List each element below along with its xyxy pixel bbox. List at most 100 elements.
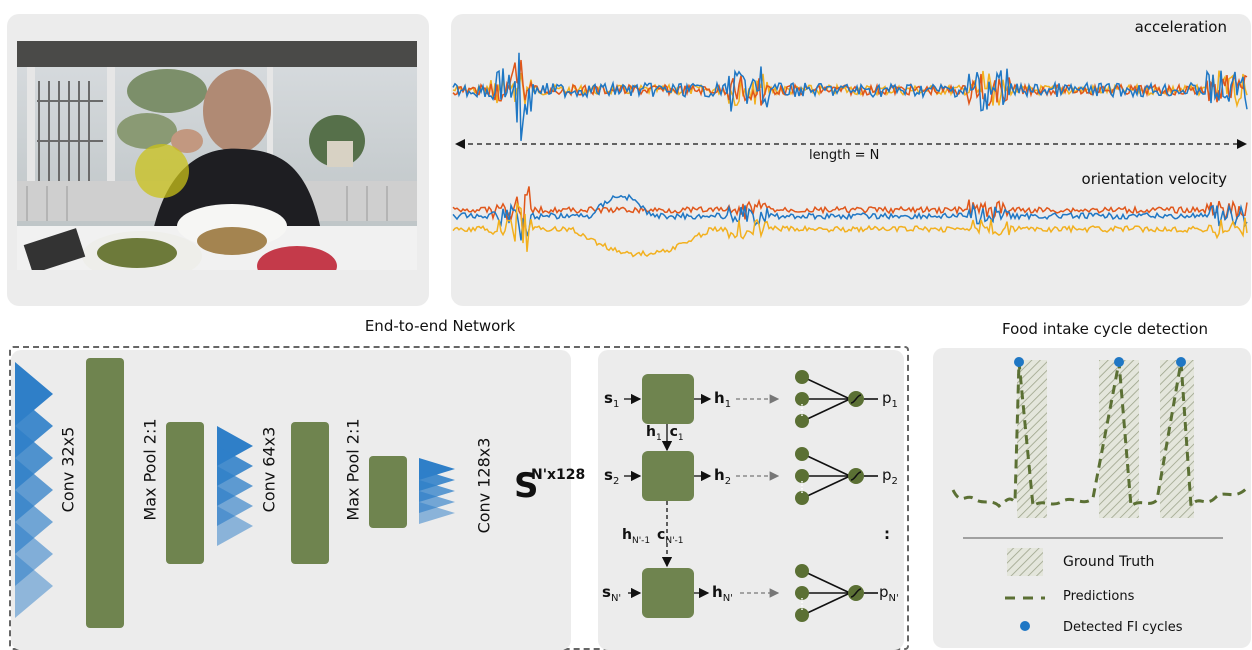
detection-plot [951, 357, 1249, 631]
legend-predictions-label: Predictions [1063, 589, 1135, 604]
carry-1-c-sub: 1 [677, 432, 684, 443]
classifier-node [795, 469, 809, 483]
conv2-kernel-4 [217, 506, 253, 546]
classifier-edge [802, 398, 851, 422]
classifier-node [795, 392, 809, 406]
carry-1-h: h [646, 424, 656, 440]
layer-label-conv1: Conv 32x5 [58, 426, 78, 513]
classifier-node [795, 414, 809, 428]
prob-p1-symbol: p [882, 389, 892, 407]
conv1-kernel-5 [15, 522, 53, 586]
legend-ground-truth-swatch [1007, 548, 1043, 576]
prob-pn-sub: N' [888, 593, 899, 604]
input-sn-label: sN' [602, 583, 621, 604]
hidden-h2-symbol: h [714, 466, 725, 484]
input-s2-symbol: s [604, 466, 613, 484]
detected-cycle-dot-1 [1114, 357, 1124, 367]
prob-p2-sub: 2 [891, 476, 898, 487]
hidden-h2-sub: 2 [724, 476, 732, 487]
detected-cycle-dot-0 [1014, 357, 1024, 367]
output-s-dims: N'x128 [531, 467, 586, 483]
orientation-trace-yellow [452, 201, 1248, 258]
acceleration-label: acceleration [1134, 18, 1227, 36]
conv1-kernel-6 [15, 554, 53, 618]
lstm-cell-n [642, 568, 694, 618]
classifier-node [795, 447, 809, 461]
prob-p1-sub: 1 [891, 399, 898, 410]
length-arrow-right-head [1237, 139, 1247, 149]
cnn-kernels [15, 362, 455, 618]
carry-2-h: h [622, 527, 632, 543]
hidden-hn-symbol: h [712, 583, 723, 601]
classifier-edge [802, 592, 851, 616]
legend-detected-swatch [1020, 621, 1030, 631]
classifier-node [795, 491, 809, 505]
orientation-velocity-label: orientation velocity [1081, 170, 1227, 188]
classifier-node [795, 370, 809, 384]
orientation-trace-orange [452, 186, 1248, 236]
input-s2-label: s2 [604, 466, 619, 487]
classifier-edge [802, 453, 851, 477]
classifier-node [795, 586, 809, 600]
hidden-h1-label: h1 [714, 389, 731, 410]
carry-2-h-sub: N'-1 [631, 535, 651, 546]
sigmoid-icon [850, 394, 862, 404]
acceleration-trace-blue [452, 52, 1248, 141]
conv3-feature-block [291, 422, 329, 564]
carry-1-c: c [669, 424, 678, 440]
prob-p2-symbol: p [882, 466, 892, 484]
sigmoid-icon [850, 588, 862, 598]
carry-2-label: hN'-1 cN'-1 [622, 527, 684, 546]
length-label: length = N [809, 148, 880, 163]
legend-detected-label: Detected FI cycles [1063, 620, 1183, 635]
prob-pn-symbol: p [879, 583, 889, 601]
classifier-node [795, 564, 809, 578]
hidden-h1-symbol: h [714, 389, 725, 407]
input-sn-sub: N' [610, 593, 622, 604]
length-arrow-left-head [455, 139, 465, 149]
input-s1-label: s1 [604, 389, 619, 410]
sigmoid-icon [850, 471, 862, 481]
classifier-edge [802, 570, 851, 594]
conv4-feature-block [369, 456, 407, 528]
prob-ellipsis: : [884, 525, 890, 543]
layer-label-conv3: Conv 128x3 [474, 437, 494, 534]
output-s-symbol: S [514, 466, 539, 506]
detection-panel: Ground Truth Predictions Detected FI cyc… [933, 348, 1251, 648]
camera-frame-icon [17, 41, 417, 270]
input-s1-sub: 1 [612, 399, 620, 410]
carry-1-h-sub: 1 [655, 432, 662, 443]
lstm-connections [624, 370, 878, 622]
hidden-h1-sub: 1 [724, 399, 732, 410]
conv1-feature-block [86, 358, 124, 628]
ground-truth-region-1 [1099, 360, 1139, 518]
carry-2-c: c [657, 527, 666, 543]
classifier-edge [802, 376, 851, 400]
detected-cycle-dot-2 [1176, 357, 1186, 367]
prediction-curve [951, 361, 1249, 511]
lstm-panel: s1 s2 sN' h1 h2 hN' h1 c1 hN'-1 cN'-1 p1… [598, 350, 904, 650]
cnn-panel: Conv 32x5 Max Pool 2:1 Conv 64x3 Max Poo… [11, 350, 585, 650]
signal-plot [452, 52, 1248, 258]
carry-1-label: h1 c1 [646, 424, 684, 443]
input-s1-symbol: s [604, 389, 613, 407]
lstm-cell-2 [642, 451, 694, 501]
prob-pn-label: pN' [879, 583, 899, 604]
carry-2-c-sub: N'-1 [665, 535, 684, 546]
signal-panel: acceleration orientation velocity length… [451, 14, 1251, 306]
hidden-h2-label: h2 [714, 466, 731, 487]
prob-p2-label: p2 [882, 466, 898, 487]
layer-label-conv2: Conv 64x3 [259, 426, 279, 513]
conv2-feature-block [166, 422, 204, 564]
acceleration-trace-orange [452, 59, 1248, 107]
ground-truth-region-0 [1017, 360, 1047, 518]
prob-p1-label: p1 [882, 389, 898, 410]
hidden-hn-sub: N' [722, 593, 733, 604]
layer-label-pool2: Max Pool 2:1 [343, 418, 363, 521]
hidden-hn-label: hN' [712, 583, 733, 604]
classifier-edge [802, 475, 851, 499]
conv3-kernel-4 [419, 502, 455, 524]
lstm-cell-1 [642, 374, 694, 424]
classifier-node [795, 608, 809, 622]
video-panel [7, 14, 429, 306]
